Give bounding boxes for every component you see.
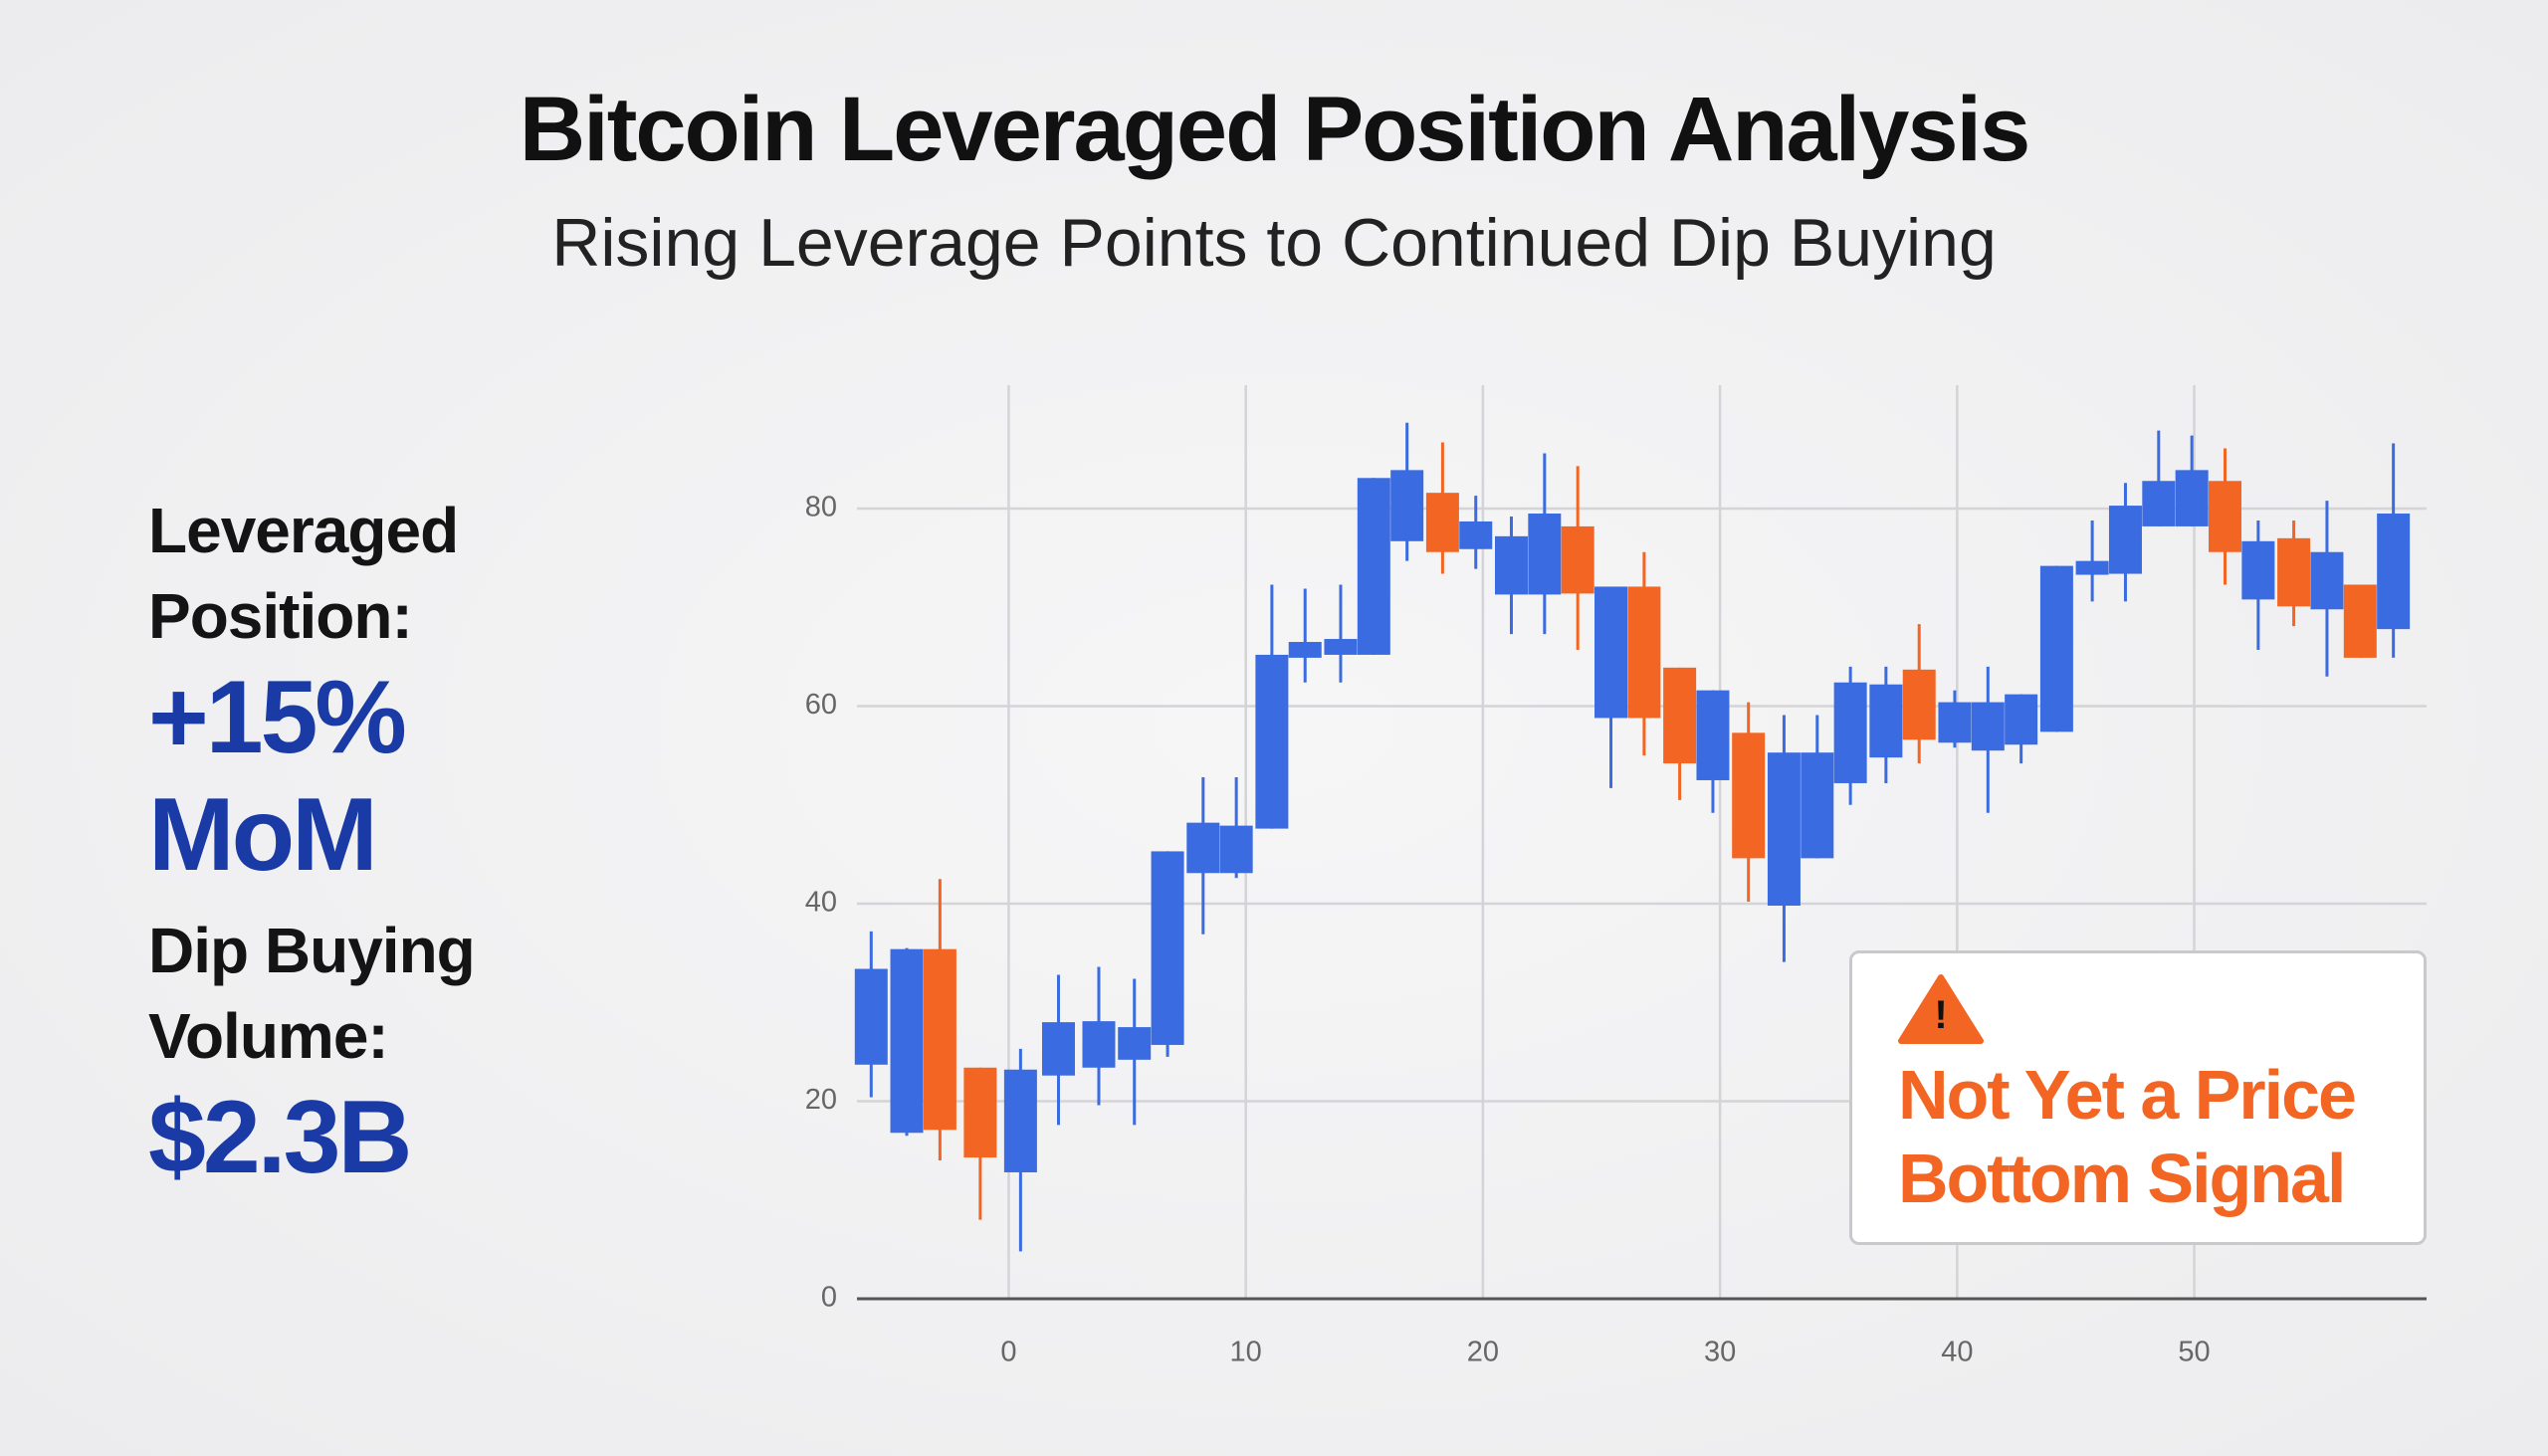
candle-body [2142, 481, 2176, 526]
candle-body [2209, 481, 2242, 552]
candle-body [2343, 584, 2377, 658]
candle-body [1459, 520, 1493, 549]
candle-body [1151, 851, 1184, 1045]
candle-body [2175, 470, 2209, 526]
x-tick-label: 30 [1704, 1337, 1736, 1368]
chart-title: Bitcoin Leveraged Position Analysis [519, 79, 2031, 180]
candle-body [1219, 825, 1253, 874]
stat: Dip Buying Volume: $2.3B [148, 908, 626, 1196]
candle-body [1357, 478, 1390, 655]
candle-body [1627, 586, 1661, 719]
candle-body [1082, 1021, 1116, 1068]
x-tick-label: 50 [2178, 1337, 2210, 1368]
candle-body [1390, 470, 1424, 541]
candle-body [1767, 752, 1801, 907]
y-tick-label: 20 [805, 1084, 837, 1116]
stat-value: $2.3B [148, 1080, 413, 1195]
y-tick-label: 60 [805, 689, 837, 721]
stat-label: Dip Buying Volume: [148, 915, 476, 1072]
candle-body [963, 1067, 997, 1158]
warning-mark: ! [1934, 993, 1948, 1037]
candle-body [2377, 514, 2411, 630]
candle-body [2039, 565, 2073, 732]
candle-body [1288, 642, 1322, 658]
y-tick-label: 0 [821, 1282, 837, 1314]
callout: ! Not Yet a Price Bottom Signal [1849, 950, 2427, 1245]
candle-body [1561, 525, 1594, 594]
candle-body [890, 948, 924, 1134]
candle-body [2241, 540, 2275, 600]
stat-value: +15% MoM [148, 660, 407, 893]
candle-body [1732, 732, 1766, 859]
candle-body [1938, 702, 1972, 743]
stat: Leveraged Position: +15% MoM [148, 488, 626, 894]
candle-body [1324, 639, 1358, 655]
y-tick-label: 40 [805, 887, 837, 919]
x-tick-label: 40 [1941, 1337, 1973, 1368]
chart-subtitle: Rising Leverage Points to Continued Dip … [551, 205, 1997, 281]
candle-body [2310, 551, 2344, 610]
warning-icon: ! [1898, 973, 1984, 1045]
candle-body [1801, 752, 1834, 859]
candle-body [1041, 1022, 1075, 1076]
candle-body [2005, 694, 2038, 745]
candle-body [1663, 667, 1697, 764]
warning-triangle [1898, 974, 1984, 1044]
candle-body [2075, 560, 2109, 575]
candle-body [1902, 669, 1936, 740]
candle-body [1594, 586, 1628, 719]
stat-label: Leveraged Position: [148, 495, 459, 652]
x-tick-label: 20 [1467, 1337, 1499, 1368]
candle-body [1118, 1027, 1152, 1060]
y-tick-label: 80 [805, 492, 837, 523]
candle-body [1494, 535, 1528, 595]
candle-body [1971, 702, 2005, 751]
candle-body [2277, 537, 2311, 607]
candle-body [1833, 682, 1867, 783]
candle-body [1425, 493, 1459, 552]
candle-body [923, 948, 956, 1131]
candle-body [1869, 684, 1903, 758]
candle-body [1255, 654, 1289, 829]
x-tick-label: 10 [1230, 1337, 1262, 1368]
candle-body [2108, 506, 2142, 574]
candle-body [1528, 514, 1562, 595]
callout-text: Not Yet a Price Bottom Signal [1898, 1056, 2357, 1217]
candle-body [1003, 1069, 1037, 1172]
candle-body [854, 968, 888, 1065]
x-tick-label: 0 [1000, 1337, 1016, 1368]
candle-body [1696, 690, 1730, 780]
candle-body [1186, 822, 1220, 874]
